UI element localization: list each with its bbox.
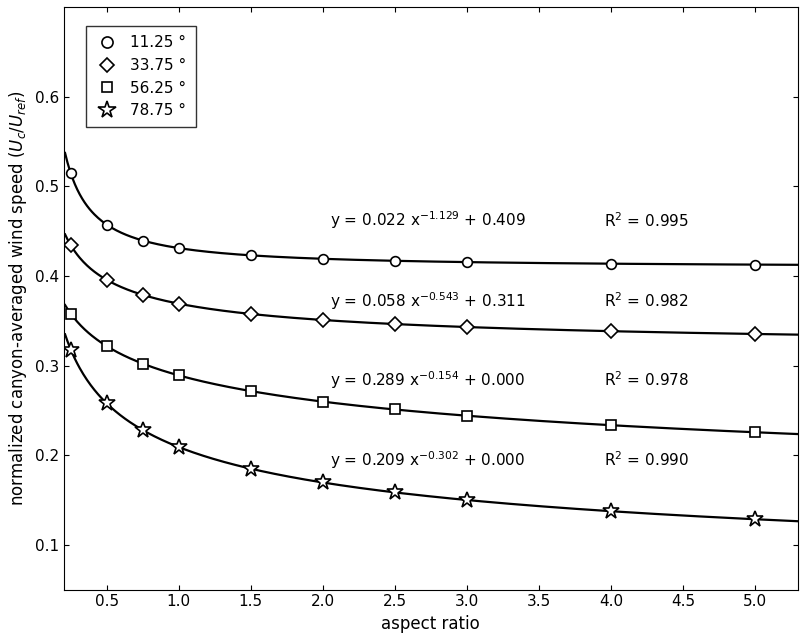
Text: R$^2$ = 0.995: R$^2$ = 0.995 (604, 211, 688, 230)
Text: R$^2$ = 0.978: R$^2$ = 0.978 (604, 371, 688, 389)
Text: y = 0.058 x$^{-0.543}$ + 0.311: y = 0.058 x$^{-0.543}$ + 0.311 (330, 290, 526, 312)
Legend: 11.25 °, 33.75 °, 56.25 °, 78.75 °: 11.25 °, 33.75 °, 56.25 °, 78.75 ° (86, 26, 196, 127)
Text: R$^2$ = 0.982: R$^2$ = 0.982 (604, 292, 688, 310)
Y-axis label: normalized canyon-averaged wind speed ($U_c/U_{ref}$): normalized canyon-averaged wind speed ($… (7, 91, 29, 506)
X-axis label: aspect ratio: aspect ratio (382, 615, 481, 633)
Text: y = 0.022 x$^{-1.129}$ + 0.409: y = 0.022 x$^{-1.129}$ + 0.409 (330, 209, 526, 231)
Text: y = 0.209 x$^{-0.302}$ + 0.000: y = 0.209 x$^{-0.302}$ + 0.000 (330, 449, 526, 470)
Text: y = 0.289 x$^{-0.154}$ + 0.000: y = 0.289 x$^{-0.154}$ + 0.000 (330, 369, 526, 390)
Text: R$^2$ = 0.990: R$^2$ = 0.990 (604, 451, 689, 469)
